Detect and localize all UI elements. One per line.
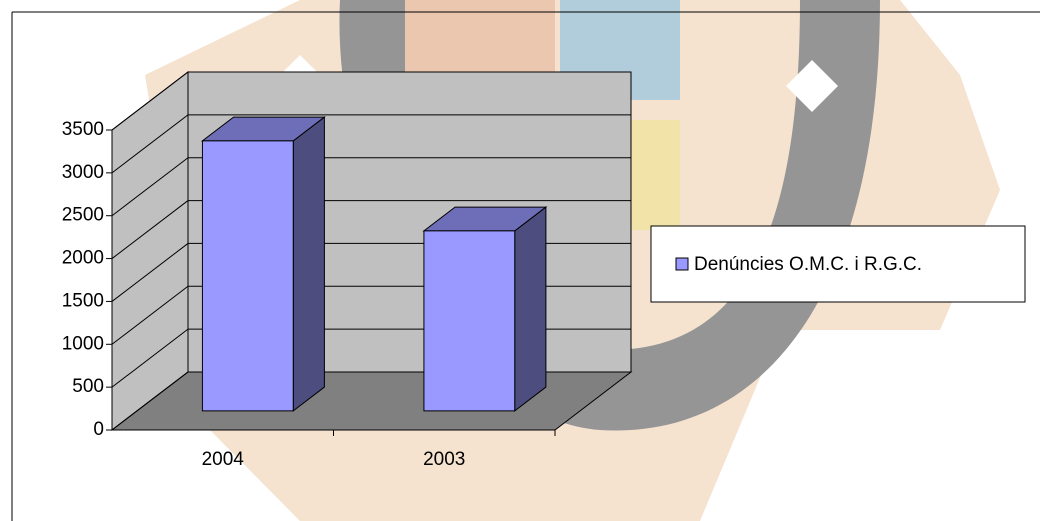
- bar: [201, 140, 294, 412]
- side-wall: [111, 70, 189, 432]
- y-tick-label: 2500: [62, 205, 104, 226]
- legend-box: [650, 225, 1026, 303]
- y-tick-label: 0: [93, 419, 104, 440]
- grid-line: [111, 285, 189, 345]
- x-tick-label: 2004: [202, 449, 245, 470]
- grid-line: [111, 200, 189, 259]
- bar-side: [514, 206, 547, 412]
- watermark-diamond: [786, 60, 838, 112]
- grid-line: [111, 157, 189, 217]
- bar: [423, 230, 516, 412]
- y-tick-label: 2000: [62, 248, 104, 269]
- grid-line: [111, 328, 189, 388]
- legend-swatch: [675, 257, 689, 271]
- y-tick-label: 500: [72, 376, 104, 397]
- y-tick-label: 3000: [62, 162, 104, 183]
- legend-label: Denúncies O.M.C. i R.G.C.: [694, 254, 922, 275]
- x-tick-label: 2003: [423, 449, 465, 470]
- y-tick-label: 1500: [62, 290, 104, 311]
- grid-line: [111, 243, 189, 302]
- grid-line: [111, 114, 189, 174]
- grid-line: [111, 371, 189, 431]
- y-tick-label: 3500: [62, 119, 104, 140]
- bar-side: [292, 116, 325, 412]
- plot-area: 0 500 1000 1500 2000 2500 3000 3500 2004 2003: [62, 70, 633, 470]
- floor: [110, 371, 633, 431]
- grid-line: [111, 71, 189, 131]
- y-tick-label: 1000: [62, 333, 104, 354]
